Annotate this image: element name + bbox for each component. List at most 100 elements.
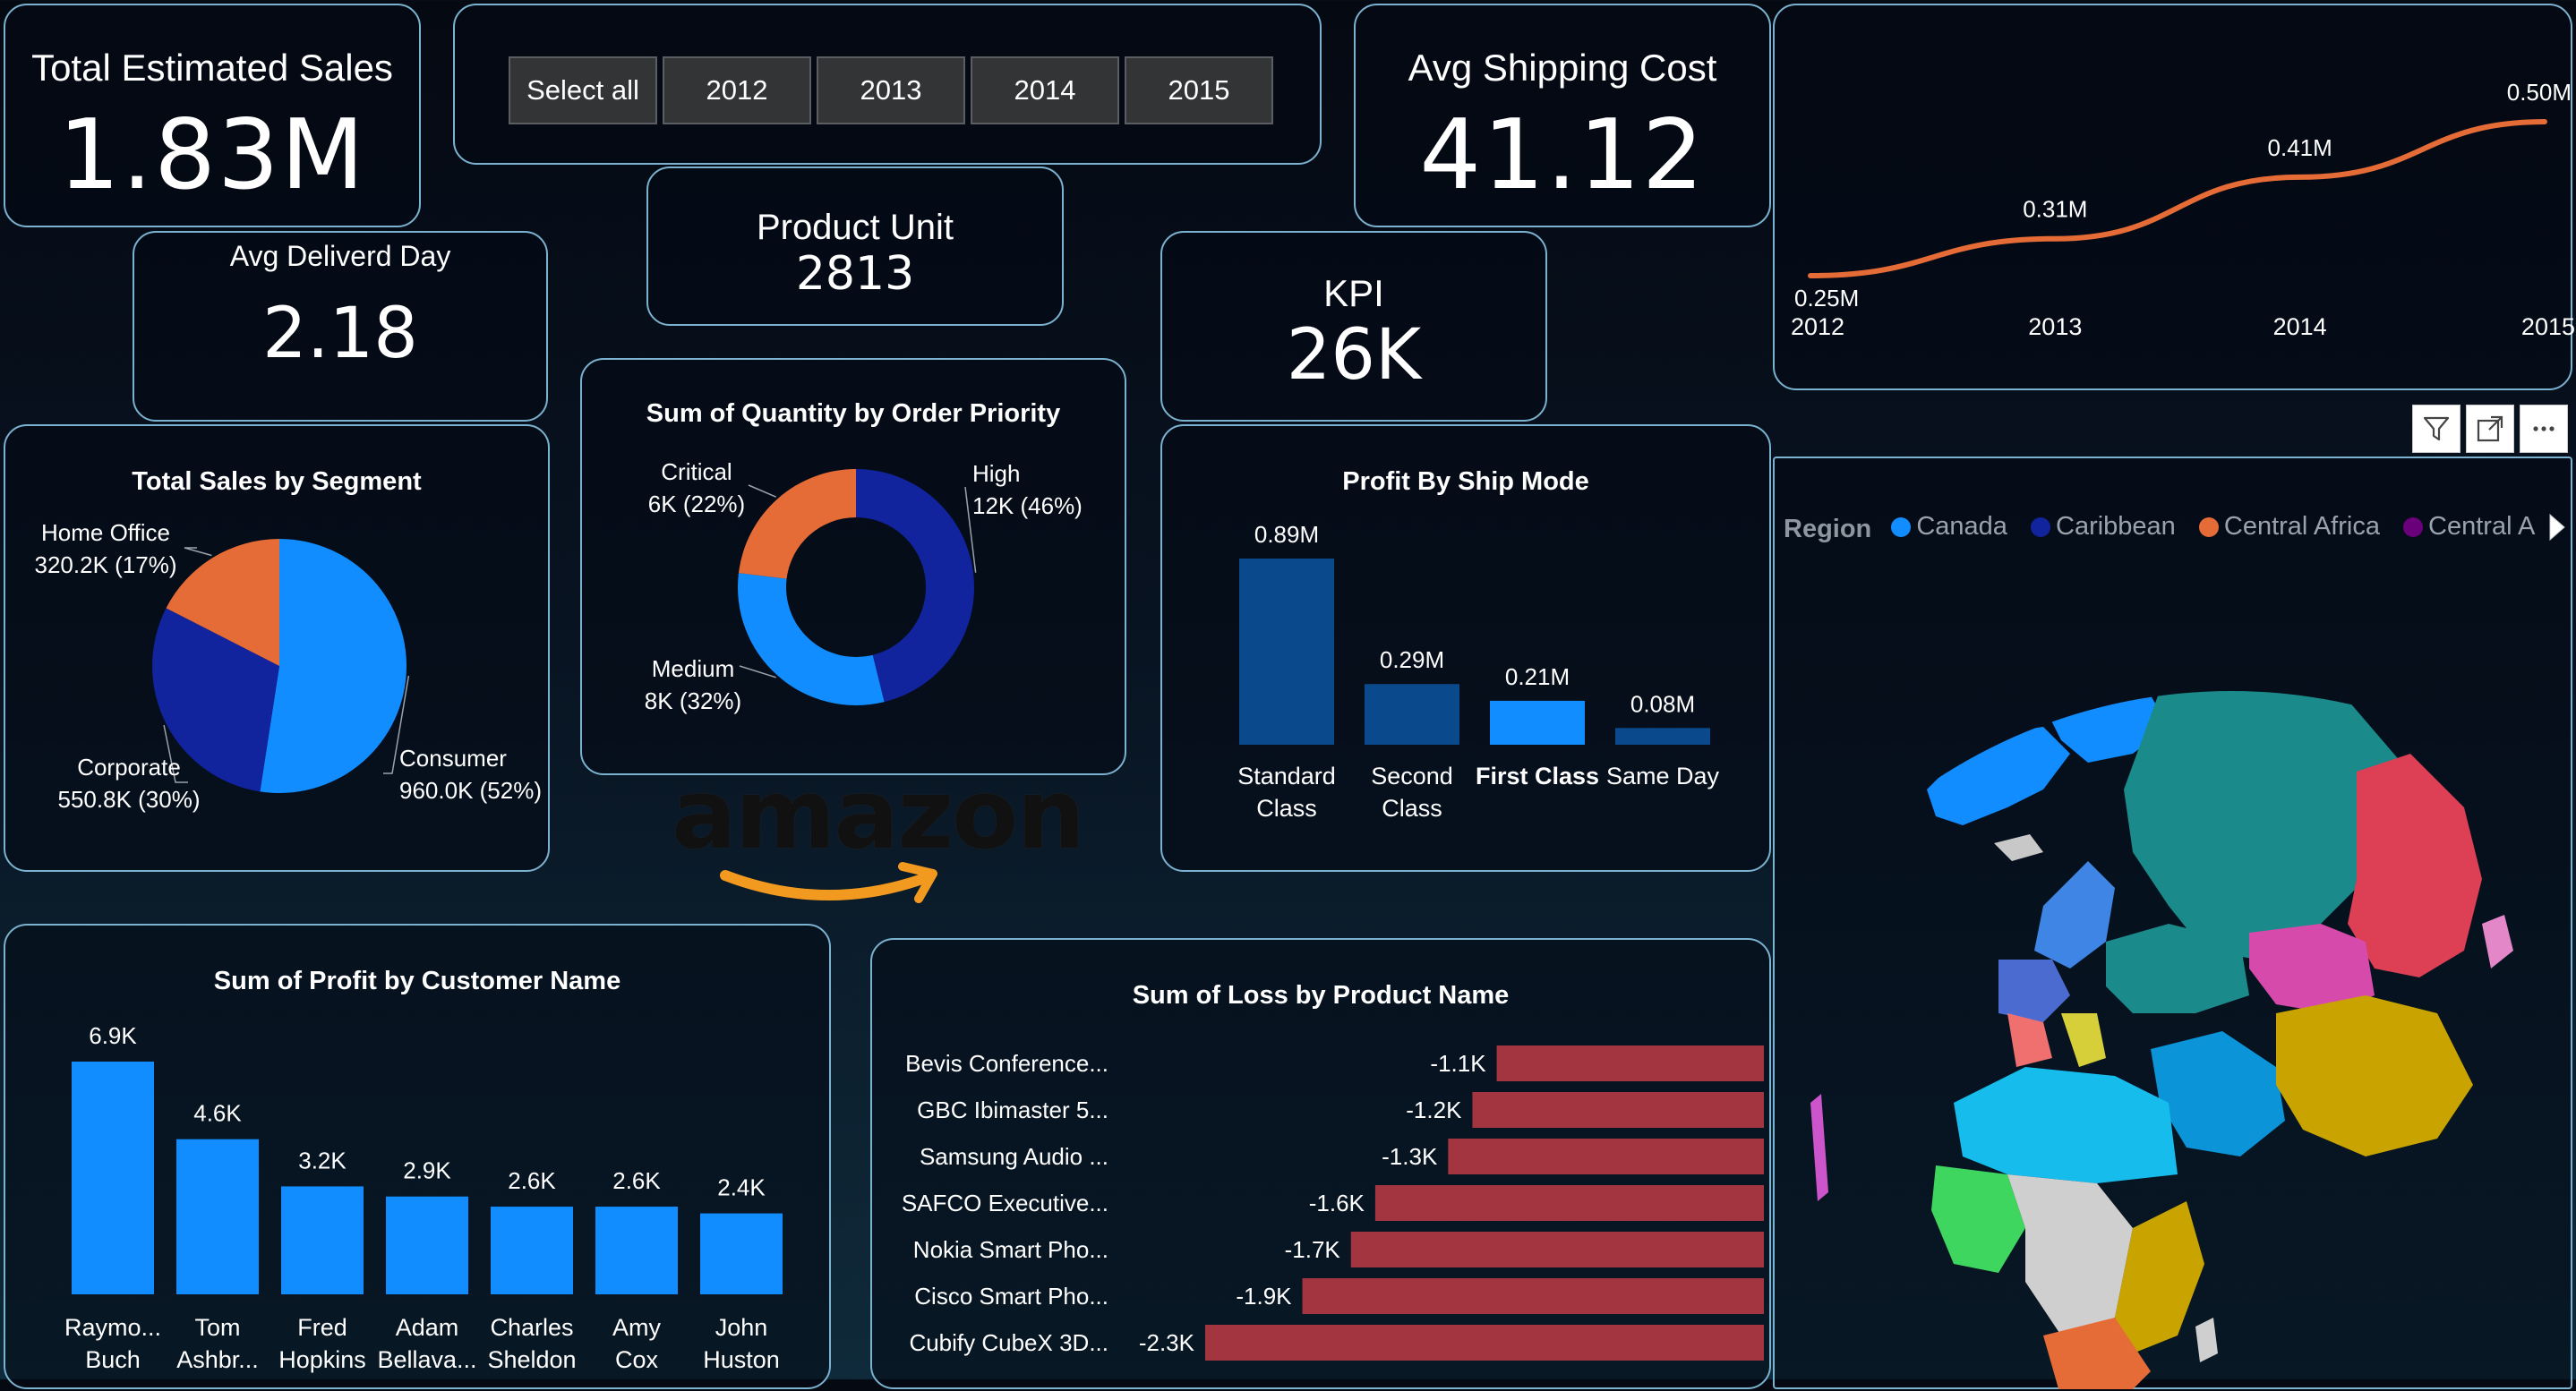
shipmode-bar-title: Profit By Ship Mode [1342, 467, 1589, 496]
slicer-2012-button[interactable]: 2012 [663, 56, 811, 124]
globe-map[interactable] [1775, 548, 2574, 1389]
slicer-2015-button[interactable]: 2015 [1125, 56, 1273, 124]
loss-category-label: GBC Ibimaster 5... [917, 1097, 1108, 1123]
legend-label: Canada [1916, 512, 2007, 541]
customer-category-label: Bellava... [377, 1346, 476, 1373]
pie-category-label: Corporate [77, 754, 181, 781]
customer-bar [700, 1213, 783, 1294]
pie-slice-high [856, 469, 974, 703]
amazon-smile-icon [720, 862, 937, 903]
pie-category-label: Consumer [399, 745, 507, 772]
customer-category-label: Amy [612, 1314, 662, 1341]
trend-data-label: 0.50M [2507, 79, 2572, 106]
shipmode-bar-svg: 0.89M Standard Class 0.29M Second Class 0.21M F… [1237, 521, 1719, 822]
filter-icon [2423, 416, 2450, 441]
pie-value-label: 960.0K (52%) [399, 777, 542, 804]
pie-slice-corporate [152, 608, 279, 792]
slicer-2013-button[interactable]: 2013 [817, 56, 965, 124]
customer-bar [72, 1062, 154, 1294]
region-map-card: Region Canada Caribbean Central Africa C… [1773, 457, 2572, 1389]
legend-item-caribbean[interactable]: Caribbean [2031, 512, 2176, 542]
customer-category-label: Sheldon [487, 1346, 576, 1373]
legend-item-central-america[interactable]: Central Am... [2403, 512, 2536, 542]
pie-category-label: Home Office [41, 519, 170, 546]
avg-shipping-title: Avg Shipping Cost [1408, 47, 1717, 89]
legend-item-central-africa[interactable]: Central Africa [2198, 512, 2380, 542]
trend-x-tick: 2015 [2521, 313, 2574, 340]
map-region-west-africa [1931, 1165, 2025, 1273]
shipmode-category-label: Standard [1237, 763, 1336, 789]
loss-category-label: Bevis Conference... [905, 1050, 1108, 1077]
slicer-2014-button[interactable]: 2014 [971, 56, 1119, 124]
shipmode-value-label: 0.89M [1254, 521, 1319, 548]
more-options-button[interactable] [2520, 405, 2568, 453]
donut-leader-line [739, 665, 776, 678]
shipmode-bar [1490, 700, 1585, 745]
loss-bar [1496, 1045, 1764, 1081]
map-region-madagascar [2195, 1318, 2218, 1362]
total-sales-card: Total Estimated Sales 1.83M [4, 4, 421, 227]
donut-leader-line [964, 486, 977, 573]
donut-category-label: Critical [661, 458, 732, 485]
pie-value-label: 320.2K (17%) [35, 551, 177, 578]
legend-item-canada[interactable]: Canada [1891, 512, 2007, 542]
customer-bar [491, 1207, 573, 1294]
loss-bar [1350, 1232, 1764, 1267]
customer-value-label: 2.6K [612, 1167, 661, 1194]
avg-shipping-card: Avg Shipping Cost 41.12 [1354, 4, 1771, 227]
legend-label: Central Am... [2428, 512, 2536, 541]
filter-button[interactable] [2412, 405, 2460, 453]
map-region-iceland [1994, 834, 2043, 861]
legend-dot [2403, 516, 2424, 537]
shipmode-value-label: 0.21M [1505, 663, 1570, 690]
customer-value-label: 2.6K [508, 1167, 556, 1194]
loss-bar-title: Sum of Loss by Product Name [1132, 981, 1510, 1010]
trend-line [1808, 119, 2547, 278]
loss-value-label: -2.3K [1139, 1329, 1195, 1356]
shipmode-bar-card: Profit By Ship Mode 0.89M Standard Class 0.… [1160, 424, 1771, 872]
focus-mode-button[interactable] [2466, 405, 2514, 453]
trend-data-label: 0.31M [2023, 196, 2087, 223]
shipmode-category-label: Class [1382, 795, 1442, 822]
amazon-logo-text: amazon [672, 759, 1085, 871]
amazon-logo: amazon [672, 759, 1085, 913]
trend-x-tick: 2013 [2028, 313, 2082, 340]
map-region-svalbard [2160, 642, 2222, 669]
map-region-central-america [1810, 1094, 1828, 1201]
year-slicer: Select all 2012 2013 2014 2015 [453, 4, 1322, 165]
map-region-east-asia [2348, 754, 2482, 977]
customer-value-label: 6.9K [89, 1022, 137, 1049]
customer-category-label: Fred [297, 1314, 347, 1341]
customer-category-label: Charles [490, 1314, 573, 1341]
shipmode-value-label: 0.08M [1630, 690, 1695, 717]
product-unit-title: Product Unit [756, 208, 954, 247]
loss-category-label: Samsung Audio ... [920, 1143, 1108, 1170]
legend-next-arrow-icon[interactable] [2546, 512, 2568, 542]
trend-x-tick: 2012 [1791, 313, 1844, 340]
customer-bar [595, 1207, 678, 1294]
customer-bar-title: Sum of Profit by Customer Name [213, 967, 621, 995]
map-region-north-africa [1954, 1067, 2178, 1183]
loss-bar-card: Sum of Loss by Product Name -1.1K Bevis C… [870, 938, 1771, 1389]
segment-pie-card: Total Sales by Segment Consumer 960.0K (5… [4, 424, 550, 872]
pie-slice-medium [738, 573, 885, 705]
donut-value-label: 12K (46%) [972, 492, 1083, 519]
loss-bar-svg: -1.1K Bevis Conference... -1.2K GBC Ibimast… [902, 1045, 1764, 1361]
shipmode-category-label: First Class [1476, 763, 1599, 789]
shipmode-bar [1615, 728, 1710, 745]
legend-dot [1891, 516, 1912, 537]
loss-value-label: -1.1K [1430, 1050, 1486, 1077]
trend-data-label: 0.41M [2268, 134, 2332, 161]
legend-label: Central Africa [2223, 512, 2380, 541]
total-sales-value: 1.83M [58, 99, 366, 211]
customer-category-label: Ashbr... [176, 1346, 259, 1373]
map-region-east-africa [2115, 1201, 2204, 1353]
segment-pie-svg: Consumer 960.0K (52%) Corporate 550.8K (30%… [35, 519, 542, 813]
slicer-select-all-button[interactable]: Select all [509, 56, 657, 124]
pie-slice-home-office [166, 539, 279, 666]
pie-slice-consumer [260, 539, 407, 793]
shipmode-value-label: 0.29M [1380, 646, 1444, 673]
loss-category-label: Cisco Smart Pho... [914, 1283, 1108, 1310]
trend-x-tick: 2014 [2273, 313, 2327, 340]
shipmode-category-label: Class [1256, 795, 1317, 822]
